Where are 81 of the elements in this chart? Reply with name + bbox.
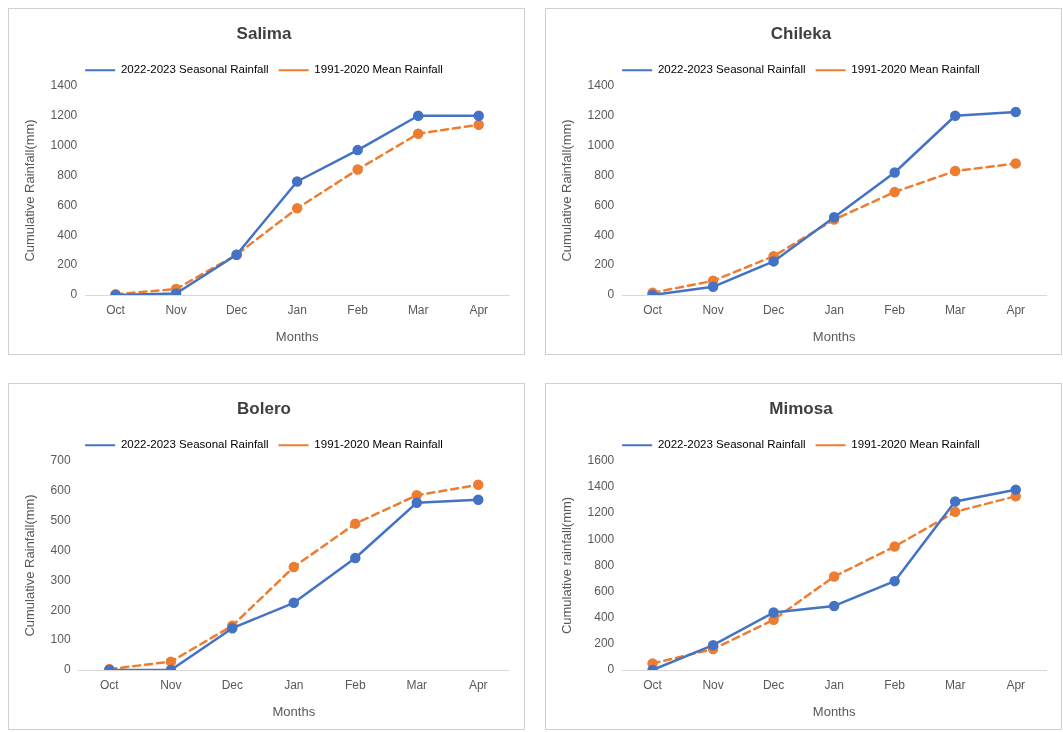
- x-tick-label: Jan: [284, 677, 304, 692]
- y-tick-label: 400: [594, 227, 615, 242]
- y-tick-label: 400: [594, 610, 615, 625]
- x-tick-label: Dec: [221, 677, 243, 692]
- legend-label: 1991-2020 Mean Rainfall: [851, 63, 980, 76]
- legend-label: 2022-2023 Seasonal Rainfall: [120, 63, 269, 76]
- y-axis-title: Cumulative Rainfall(mm): [22, 119, 38, 262]
- x-tick-label: Oct: [100, 677, 120, 692]
- legend-label: 2022-2023 Seasonal Rainfall: [657, 63, 806, 76]
- y-tick-label: 600: [50, 483, 71, 498]
- x-tick-label: Jan: [824, 302, 844, 317]
- x-tick-label: Nov: [160, 677, 182, 692]
- x-tick-label: Apr: [469, 302, 489, 317]
- y-axis-title: Cumulative Rainfall(mm): [559, 119, 575, 262]
- x-tick-label: Dec: [762, 302, 785, 317]
- y-tick-label: 800: [594, 557, 615, 572]
- x-tick-label: Dec: [225, 302, 248, 317]
- x-tick-label: Apr: [1006, 677, 1026, 692]
- x-tick-label: Apr: [468, 677, 488, 692]
- x-axis-title: Months: [812, 328, 856, 344]
- legend-label: 2022-2023 Seasonal Rainfall: [657, 438, 806, 451]
- x-tick-label: Jan: [287, 302, 307, 317]
- y-tick-label: 400: [50, 542, 71, 557]
- legend-label: 1991-2020 Mean Rainfall: [314, 63, 443, 76]
- y-tick-label: 1200: [50, 108, 78, 123]
- y-tick-label: 1400: [587, 479, 615, 494]
- y-tick-label: 200: [50, 602, 71, 617]
- y-tick-label: 500: [50, 512, 71, 527]
- x-tick-label: Mar: [944, 302, 966, 317]
- x-tick-label: Mar: [406, 677, 428, 692]
- y-tick-label: 600: [594, 197, 615, 212]
- y-tick-label: 1400: [587, 78, 615, 93]
- x-tick-label: Jan: [824, 677, 844, 692]
- x-tick-label: Apr: [1006, 302, 1026, 317]
- x-tick-label: Mar: [407, 302, 429, 317]
- x-tick-label: Nov: [165, 302, 187, 317]
- chart-title: Bolero: [237, 398, 291, 418]
- x-tick-label: Nov: [702, 677, 724, 692]
- x-tick-label: Oct: [643, 677, 663, 692]
- y-tick-label: 1200: [587, 505, 615, 520]
- x-tick-label: Mar: [944, 677, 966, 692]
- y-tick-label: 200: [594, 636, 615, 651]
- y-tick-label: 700: [50, 453, 71, 468]
- y-tick-label: 800: [57, 167, 78, 182]
- x-axis-title: Months: [275, 328, 319, 344]
- x-tick-label: Feb: [344, 677, 366, 692]
- x-tick-label: Dec: [762, 677, 785, 692]
- y-axis-title: Cumulative Rainfall(mm): [22, 494, 38, 637]
- x-tick-label: Nov: [702, 302, 724, 317]
- legend-label: 2022-2023 Seasonal Rainfall: [120, 438, 269, 451]
- x-tick-label: Oct: [106, 302, 126, 317]
- y-tick-label: 1400: [50, 78, 78, 93]
- y-tick-label: 600: [57, 197, 78, 212]
- y-tick-label: 600: [594, 583, 615, 598]
- y-tick-label: 400: [57, 227, 78, 242]
- y-tick-label: 1200: [587, 108, 615, 123]
- chart-title: Mimosa: [769, 398, 834, 418]
- y-tick-label: 1000: [50, 137, 78, 152]
- y-tick-label: 200: [594, 257, 615, 272]
- x-tick-label: Oct: [643, 302, 663, 317]
- y-tick-label: 100: [50, 632, 71, 647]
- y-tick-label: 1000: [587, 137, 615, 152]
- y-tick-label: 0: [607, 662, 615, 677]
- legend-label: 1991-2020 Mean Rainfall: [314, 438, 443, 451]
- y-tick-label: 1000: [587, 531, 615, 546]
- y-tick-label: 800: [594, 167, 615, 182]
- chart-title: Salima: [236, 23, 292, 43]
- x-tick-label: Feb: [884, 677, 906, 692]
- y-tick-label: 1600: [587, 453, 615, 468]
- x-tick-label: Feb: [884, 302, 906, 317]
- x-axis-title: Months: [812, 703, 856, 719]
- chart-title: Chileka: [770, 23, 832, 43]
- y-tick-label: 0: [70, 287, 78, 302]
- x-tick-label: Feb: [347, 302, 369, 317]
- y-tick-label: 0: [63, 662, 71, 677]
- y-axis-title: Cumulative rainfall(mm): [559, 496, 575, 635]
- x-axis-title: Months: [272, 703, 316, 719]
- y-tick-label: 200: [57, 257, 78, 272]
- y-tick-label: 0: [607, 287, 615, 302]
- y-tick-label: 300: [50, 572, 71, 587]
- legend-label: 1991-2020 Mean Rainfall: [851, 438, 980, 451]
